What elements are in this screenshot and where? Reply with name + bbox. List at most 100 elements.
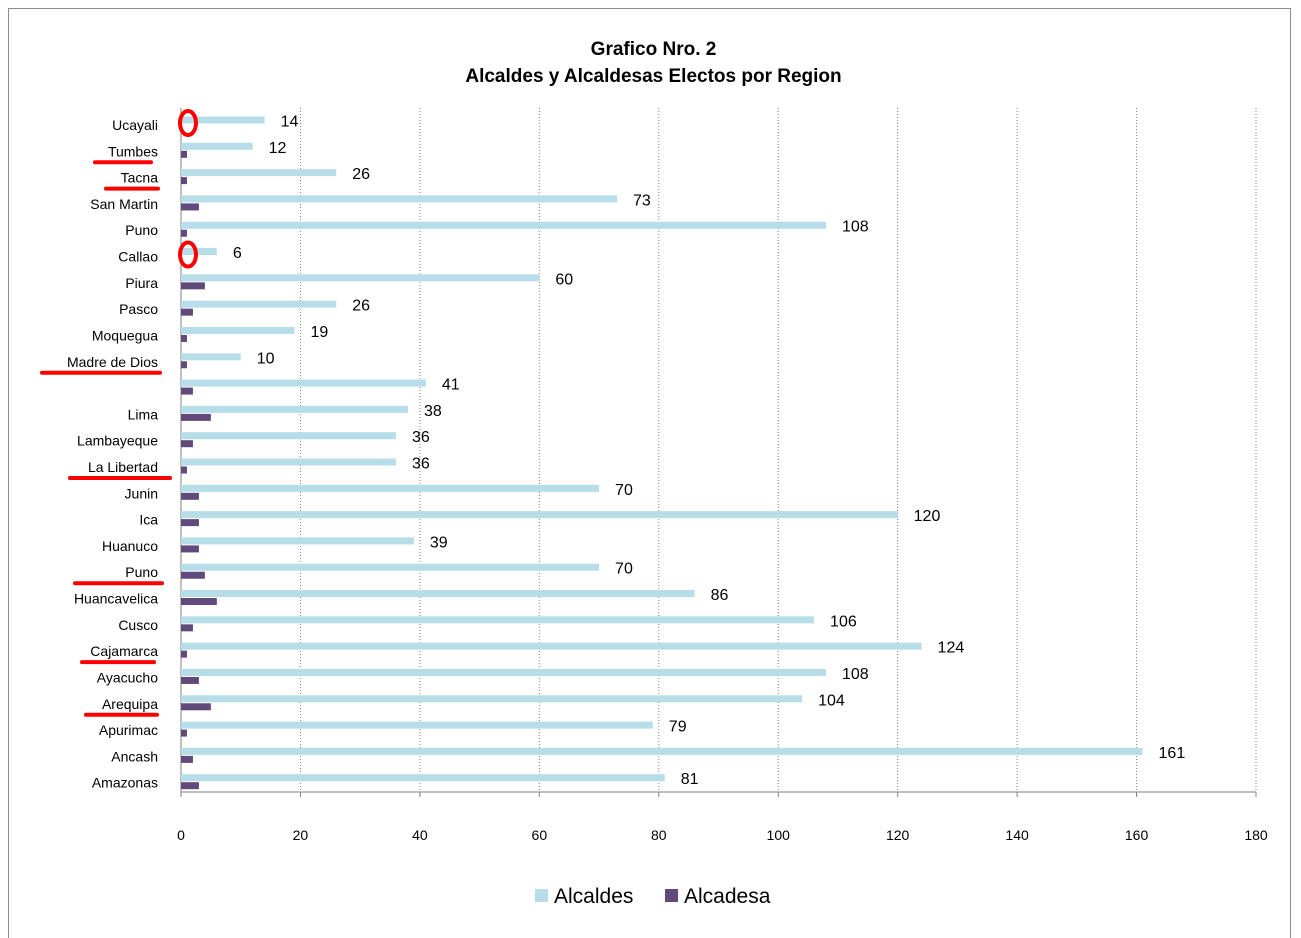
legend-swatch-alcaldes bbox=[535, 889, 548, 902]
category-label: Cajamarca bbox=[90, 643, 158, 659]
bar-alcadesa bbox=[181, 177, 187, 185]
data-label: 73 bbox=[633, 192, 651, 209]
bar-alcadesa bbox=[181, 150, 187, 158]
bar-alcaldes bbox=[181, 563, 600, 571]
x-tick-label: 40 bbox=[412, 827, 428, 843]
bar-alcadesa bbox=[181, 492, 199, 500]
data-label: 120 bbox=[914, 508, 941, 525]
bar-alcaldes bbox=[181, 221, 826, 229]
bar-alcaldes bbox=[181, 590, 695, 598]
legend-swatch-alcadesa bbox=[665, 889, 678, 902]
x-tick-label: 100 bbox=[767, 827, 791, 843]
x-tick-label: 120 bbox=[886, 827, 910, 843]
bar-alcadesa bbox=[181, 440, 193, 448]
bar-alcaldes bbox=[181, 747, 1143, 755]
bar-alcaldes bbox=[181, 195, 617, 203]
data-label: 161 bbox=[1159, 745, 1186, 762]
data-label: 14 bbox=[281, 114, 299, 131]
circle-annotation bbox=[178, 240, 198, 269]
chart-frame bbox=[8, 8, 1291, 938]
category-label: Ancash bbox=[111, 748, 158, 764]
data-label: 104 bbox=[818, 692, 845, 709]
bar-alcadesa bbox=[181, 729, 187, 737]
circle-annotation bbox=[178, 109, 198, 137]
x-tick-label: 60 bbox=[532, 827, 548, 843]
bar-alcadesa bbox=[181, 598, 217, 606]
bar-alcaldes bbox=[181, 695, 803, 703]
x-tick-label: 180 bbox=[1244, 827, 1268, 843]
chart-title-block: Grafico Nro. 2 Alcaldes y Alcaldesas Ele… bbox=[0, 36, 1301, 90]
category-label: Arequipa bbox=[102, 696, 158, 712]
category-label: Junin bbox=[125, 485, 158, 501]
bar-alcaldes bbox=[181, 405, 408, 413]
category-label: Callao bbox=[118, 249, 158, 265]
legend-label-alcadesa: Alcadesa bbox=[684, 885, 771, 908]
data-label: 38 bbox=[424, 403, 442, 420]
bar-alcaldes bbox=[181, 642, 922, 650]
bar-alcadesa bbox=[181, 308, 193, 316]
category-label: Puno bbox=[125, 222, 158, 238]
bar-alcadesa bbox=[181, 755, 193, 763]
bar-alcaldes bbox=[181, 326, 295, 334]
data-label: 86 bbox=[711, 587, 729, 604]
category-label: Amazonas bbox=[92, 775, 158, 791]
bar-alcadesa bbox=[181, 782, 199, 790]
bar-alcaldes bbox=[181, 721, 653, 729]
data-label: 12 bbox=[269, 140, 287, 157]
bar-alcadesa bbox=[181, 387, 193, 395]
bar-alcadesa bbox=[181, 361, 187, 369]
bar-alcaldes bbox=[181, 774, 665, 782]
data-label: 60 bbox=[555, 271, 573, 288]
bar-alcaldes bbox=[181, 458, 396, 466]
bar-alcadesa bbox=[181, 334, 187, 342]
data-label: 36 bbox=[412, 456, 430, 473]
bar-alcadesa bbox=[181, 413, 211, 421]
chart-subtitle: Alcaldes y Alcaldesas Electos por Region bbox=[465, 66, 842, 87]
bar-alcaldes bbox=[181, 142, 253, 150]
x-tick-label: 0 bbox=[177, 827, 185, 843]
bar-alcaldes bbox=[181, 668, 826, 676]
data-label: 79 bbox=[669, 719, 687, 736]
bar-alcadesa bbox=[181, 519, 199, 527]
data-label: 70 bbox=[615, 482, 633, 499]
category-label: Moquegua bbox=[92, 327, 158, 343]
category-label: San Martin bbox=[90, 196, 158, 212]
data-label: 70 bbox=[615, 561, 633, 578]
bar-alcadesa bbox=[181, 571, 205, 579]
x-tick-label: 140 bbox=[1005, 827, 1029, 843]
category-label: Piura bbox=[125, 275, 158, 291]
data-label: 108 bbox=[842, 219, 869, 236]
bar-alcaldes bbox=[181, 274, 540, 282]
category-label: Cusco bbox=[118, 617, 158, 633]
category-label: Tacna bbox=[121, 170, 159, 186]
x-tick-label: 160 bbox=[1125, 827, 1149, 843]
bar-alcaldes bbox=[181, 511, 898, 519]
bar-alcaldes bbox=[181, 169, 337, 177]
bar-alcadesa bbox=[181, 229, 187, 237]
data-label: 10 bbox=[257, 350, 275, 367]
data-label: 41 bbox=[442, 377, 460, 394]
chart-title: Grafico Nro. 2 bbox=[590, 39, 717, 60]
bar-alcaldes bbox=[181, 616, 815, 624]
category-label: Ucayali bbox=[112, 117, 158, 133]
data-label: 6 bbox=[233, 245, 242, 262]
bar-alcaldes bbox=[181, 116, 265, 124]
x-tick-label: 80 bbox=[651, 827, 667, 843]
category-label: Puno bbox=[125, 564, 158, 580]
data-label: 26 bbox=[352, 298, 370, 315]
bar-alcaldes bbox=[181, 379, 426, 387]
data-label: 124 bbox=[938, 640, 965, 657]
bar-alcaldes bbox=[181, 300, 337, 308]
category-label: Lima bbox=[128, 406, 159, 422]
category-label: Lambayeque bbox=[77, 433, 158, 449]
data-label: 39 bbox=[430, 534, 448, 551]
data-label: 26 bbox=[352, 166, 370, 183]
category-label: La Libertad bbox=[88, 459, 158, 475]
data-label: 106 bbox=[830, 613, 857, 630]
data-label: 81 bbox=[681, 771, 699, 788]
category-label: Madre de Dios bbox=[67, 354, 158, 370]
bar-alcaldes bbox=[181, 432, 396, 440]
category-label: Tumbes bbox=[108, 143, 158, 159]
bar-alcadesa bbox=[181, 282, 205, 290]
